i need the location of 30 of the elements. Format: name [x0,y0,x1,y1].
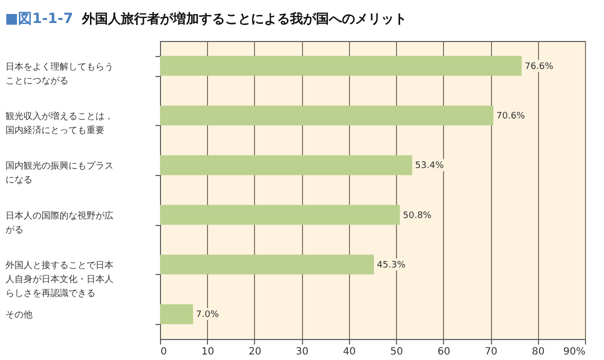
y-tick-label: 日本をよく理解してもらうことにつながる [6,61,114,86]
data-label: 45.3% [376,260,406,270]
data-label: 76.6% [524,62,554,72]
data-label: 53.4% [415,161,444,172]
y-tick-label: 日本人の国際的な視野が広がる [6,210,114,236]
x-tick-label: 10 [201,346,214,358]
bar [160,106,494,126]
y-tick-label: 外国人と接することで日本人自身が日本文化・日本人らしさを再認識できる [6,260,114,299]
x-tick-label: 90% [563,346,586,358]
chart-title: 外国人旅行者が増加することによる我が国へのメリット [81,11,407,27]
x-tick-label: 60 [437,346,450,358]
x-tick-label: 80 [532,346,545,358]
x-tick-label: 50 [390,346,403,358]
data-label: 70.6% [496,112,526,122]
x-tick-label: 30 [296,346,309,358]
x-tick-label: 40 [343,346,356,358]
bar [160,254,374,274]
y-tick-label: 観光収入が増えることは，国内経済にとっても重要 [6,111,114,136]
y-tick-label: その他 [6,310,32,321]
bar [160,56,522,76]
y-tick-label: 国内観光の振興にもプラスになる [6,160,114,186]
x-tick-label: 20 [248,346,262,358]
bar [160,155,412,176]
x-tick-label: 0 [160,346,167,358]
bar [160,204,400,225]
data-label: 7.0% [196,310,220,320]
data-label: 50.8% [402,210,432,221]
x-tick-label: 70 [484,346,498,358]
text: ■図1-1-7 [5,11,74,27]
bar [160,304,194,324]
